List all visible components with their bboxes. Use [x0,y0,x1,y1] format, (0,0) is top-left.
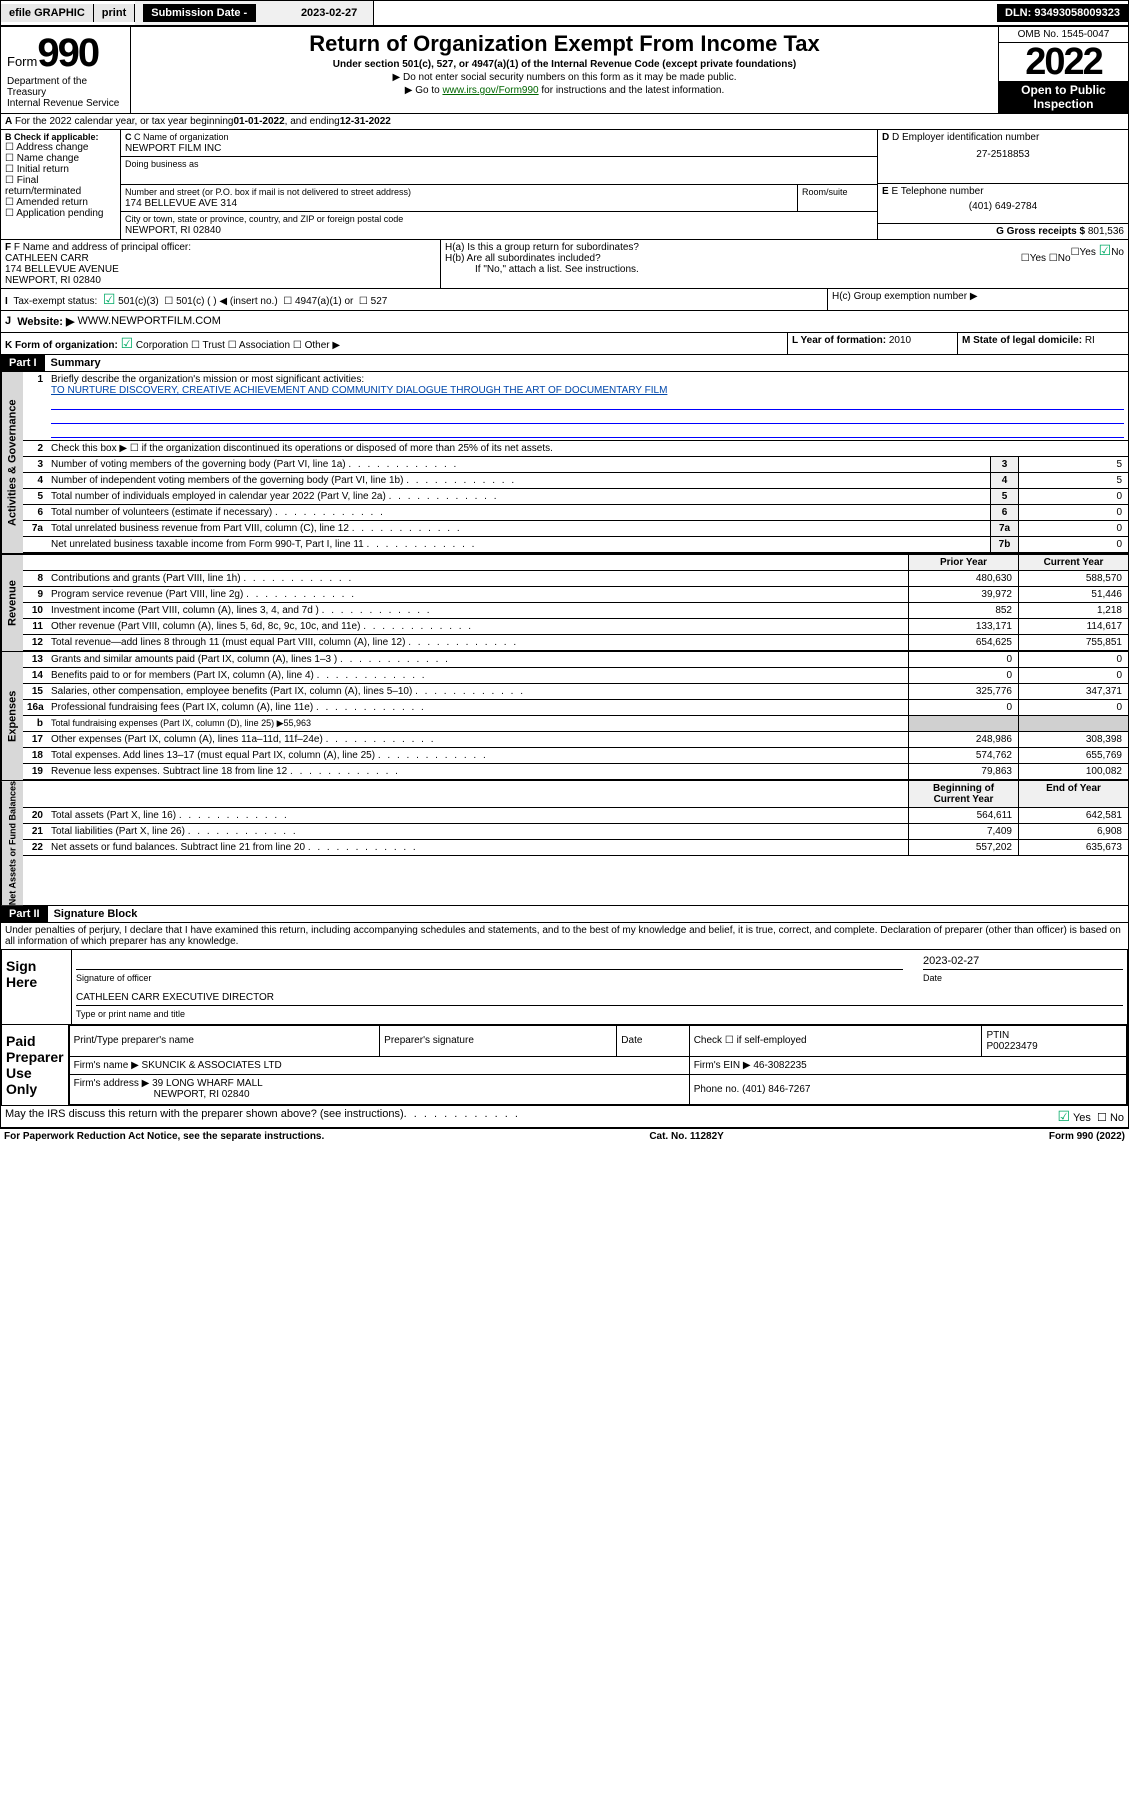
line-4: 4Number of independent voting members of… [23,473,1128,489]
line-13: 13Grants and similar amounts paid (Part … [23,652,1128,668]
section-expenses-label: Expenses [1,652,23,780]
line-9: 9Program service revenue (Part VIII, lin… [23,587,1128,603]
topbar: efile GRAPHIC print Submission Date - 20… [0,0,1129,26]
line-22: 22Net assets or fund balances. Subtract … [23,840,1128,856]
print-button[interactable]: print [94,4,135,22]
line-b: bTotal fundraising expenses (Part IX, co… [23,716,1128,732]
irs-link[interactable]: www.irs.gov/Form990 [442,85,538,96]
line-14: 14Benefits paid to or for members (Part … [23,668,1128,684]
section-f: F F Name and address of principal office… [1,240,441,288]
line-3: 3Number of voting members of the governi… [23,457,1128,473]
section-h: H(a) Is this a group return for subordin… [441,240,1128,288]
part2-header: Part II [1,906,48,922]
form-number: 990 [37,31,98,76]
mission-text: TO NURTURE DISCOVERY, CREATIVE ACHIEVEME… [51,385,667,396]
line-8: 8Contributions and grants (Part VIII, li… [23,571,1128,587]
dln: DLN: 93493058009323 [997,4,1128,22]
perjury-declaration: Under penalties of perjury, I declare th… [1,923,1128,950]
submission-date: Submission Date - 2023-02-27 [135,1,374,25]
checkbox-address-change[interactable]: ☐ Address change [5,142,116,153]
footer: For Paperwork Reduction Act Notice, see … [0,1129,1129,1144]
section-revenue-label: Revenue [1,555,23,651]
checkbox-name-change[interactable]: ☐ Name change [5,153,116,164]
line-18: 18Total expenses. Add lines 13–17 (must … [23,748,1128,764]
line-6: 6Total number of volunteers (estimate if… [23,505,1128,521]
form-title-block: Return of Organization Exempt From Incom… [131,27,998,113]
checkbox-application-pending[interactable]: ☐ Application pending [5,208,116,219]
checkbox-amended-return[interactable]: ☐ Amended return [5,197,116,208]
page-title: Return of Organization Exempt From Incom… [139,31,990,57]
line-16a: 16aProfessional fundraising fees (Part I… [23,700,1128,716]
line-7a: 7aTotal unrelated business revenue from … [23,521,1128,537]
line-10: 10Investment income (Part VIII, column (… [23,603,1128,619]
line-15: 15Salaries, other compensation, employee… [23,684,1128,700]
paid-preparer-table: Print/Type preparer's namePreparer's sig… [69,1025,1127,1105]
section-i: I Tax-exempt status: ☑ 501(c)(3) ☐ 501(c… [1,289,828,310]
line-19: 19Revenue less expenses. Subtract line 1… [23,764,1128,780]
line-7b: Net unrelated business taxable income fr… [23,537,1128,553]
form-id-block: Form990 Department of the Treasury Inter… [1,27,131,113]
checkbox-initial-return[interactable]: ☐ Initial return [5,164,116,175]
form-container: Form990 Department of the Treasury Inter… [0,26,1129,1129]
efile-button[interactable]: efile GRAPHIC [1,4,94,22]
section-d-e-g: D D Employer identification number27-251… [878,130,1128,239]
part1-header: Part I [1,355,45,371]
line-a: A For the 2022 calendar year, or tax yea… [1,114,1128,130]
line-17: 17Other expenses (Part IX, column (A), l… [23,732,1128,748]
line-20: 20Total assets (Part X, line 16) 564,611… [23,808,1128,824]
line-12: 12Total revenue—add lines 8 through 11 (… [23,635,1128,651]
line-21: 21Total liabilities (Part X, line 26) 7,… [23,824,1128,840]
checkbox-final-return-terminated[interactable]: ☐ Final return/terminated [5,175,116,197]
line-11: 11Other revenue (Part VIII, column (A), … [23,619,1128,635]
section-b: B Check if applicable: ☐ Address change☐… [1,130,121,239]
section-c: C C Name of organizationNEWPORT FILM INC… [121,130,878,239]
website: WWW.NEWPORTFILM.COM [77,315,220,328]
section-governance-label: Activities & Governance [1,372,23,553]
section-net-label: Net Assets or Fund Balances [1,781,23,905]
line-5: 5Total number of individuals employed in… [23,489,1128,505]
year-block: OMB No. 1545-0047 2022 Open to Public In… [998,27,1128,113]
